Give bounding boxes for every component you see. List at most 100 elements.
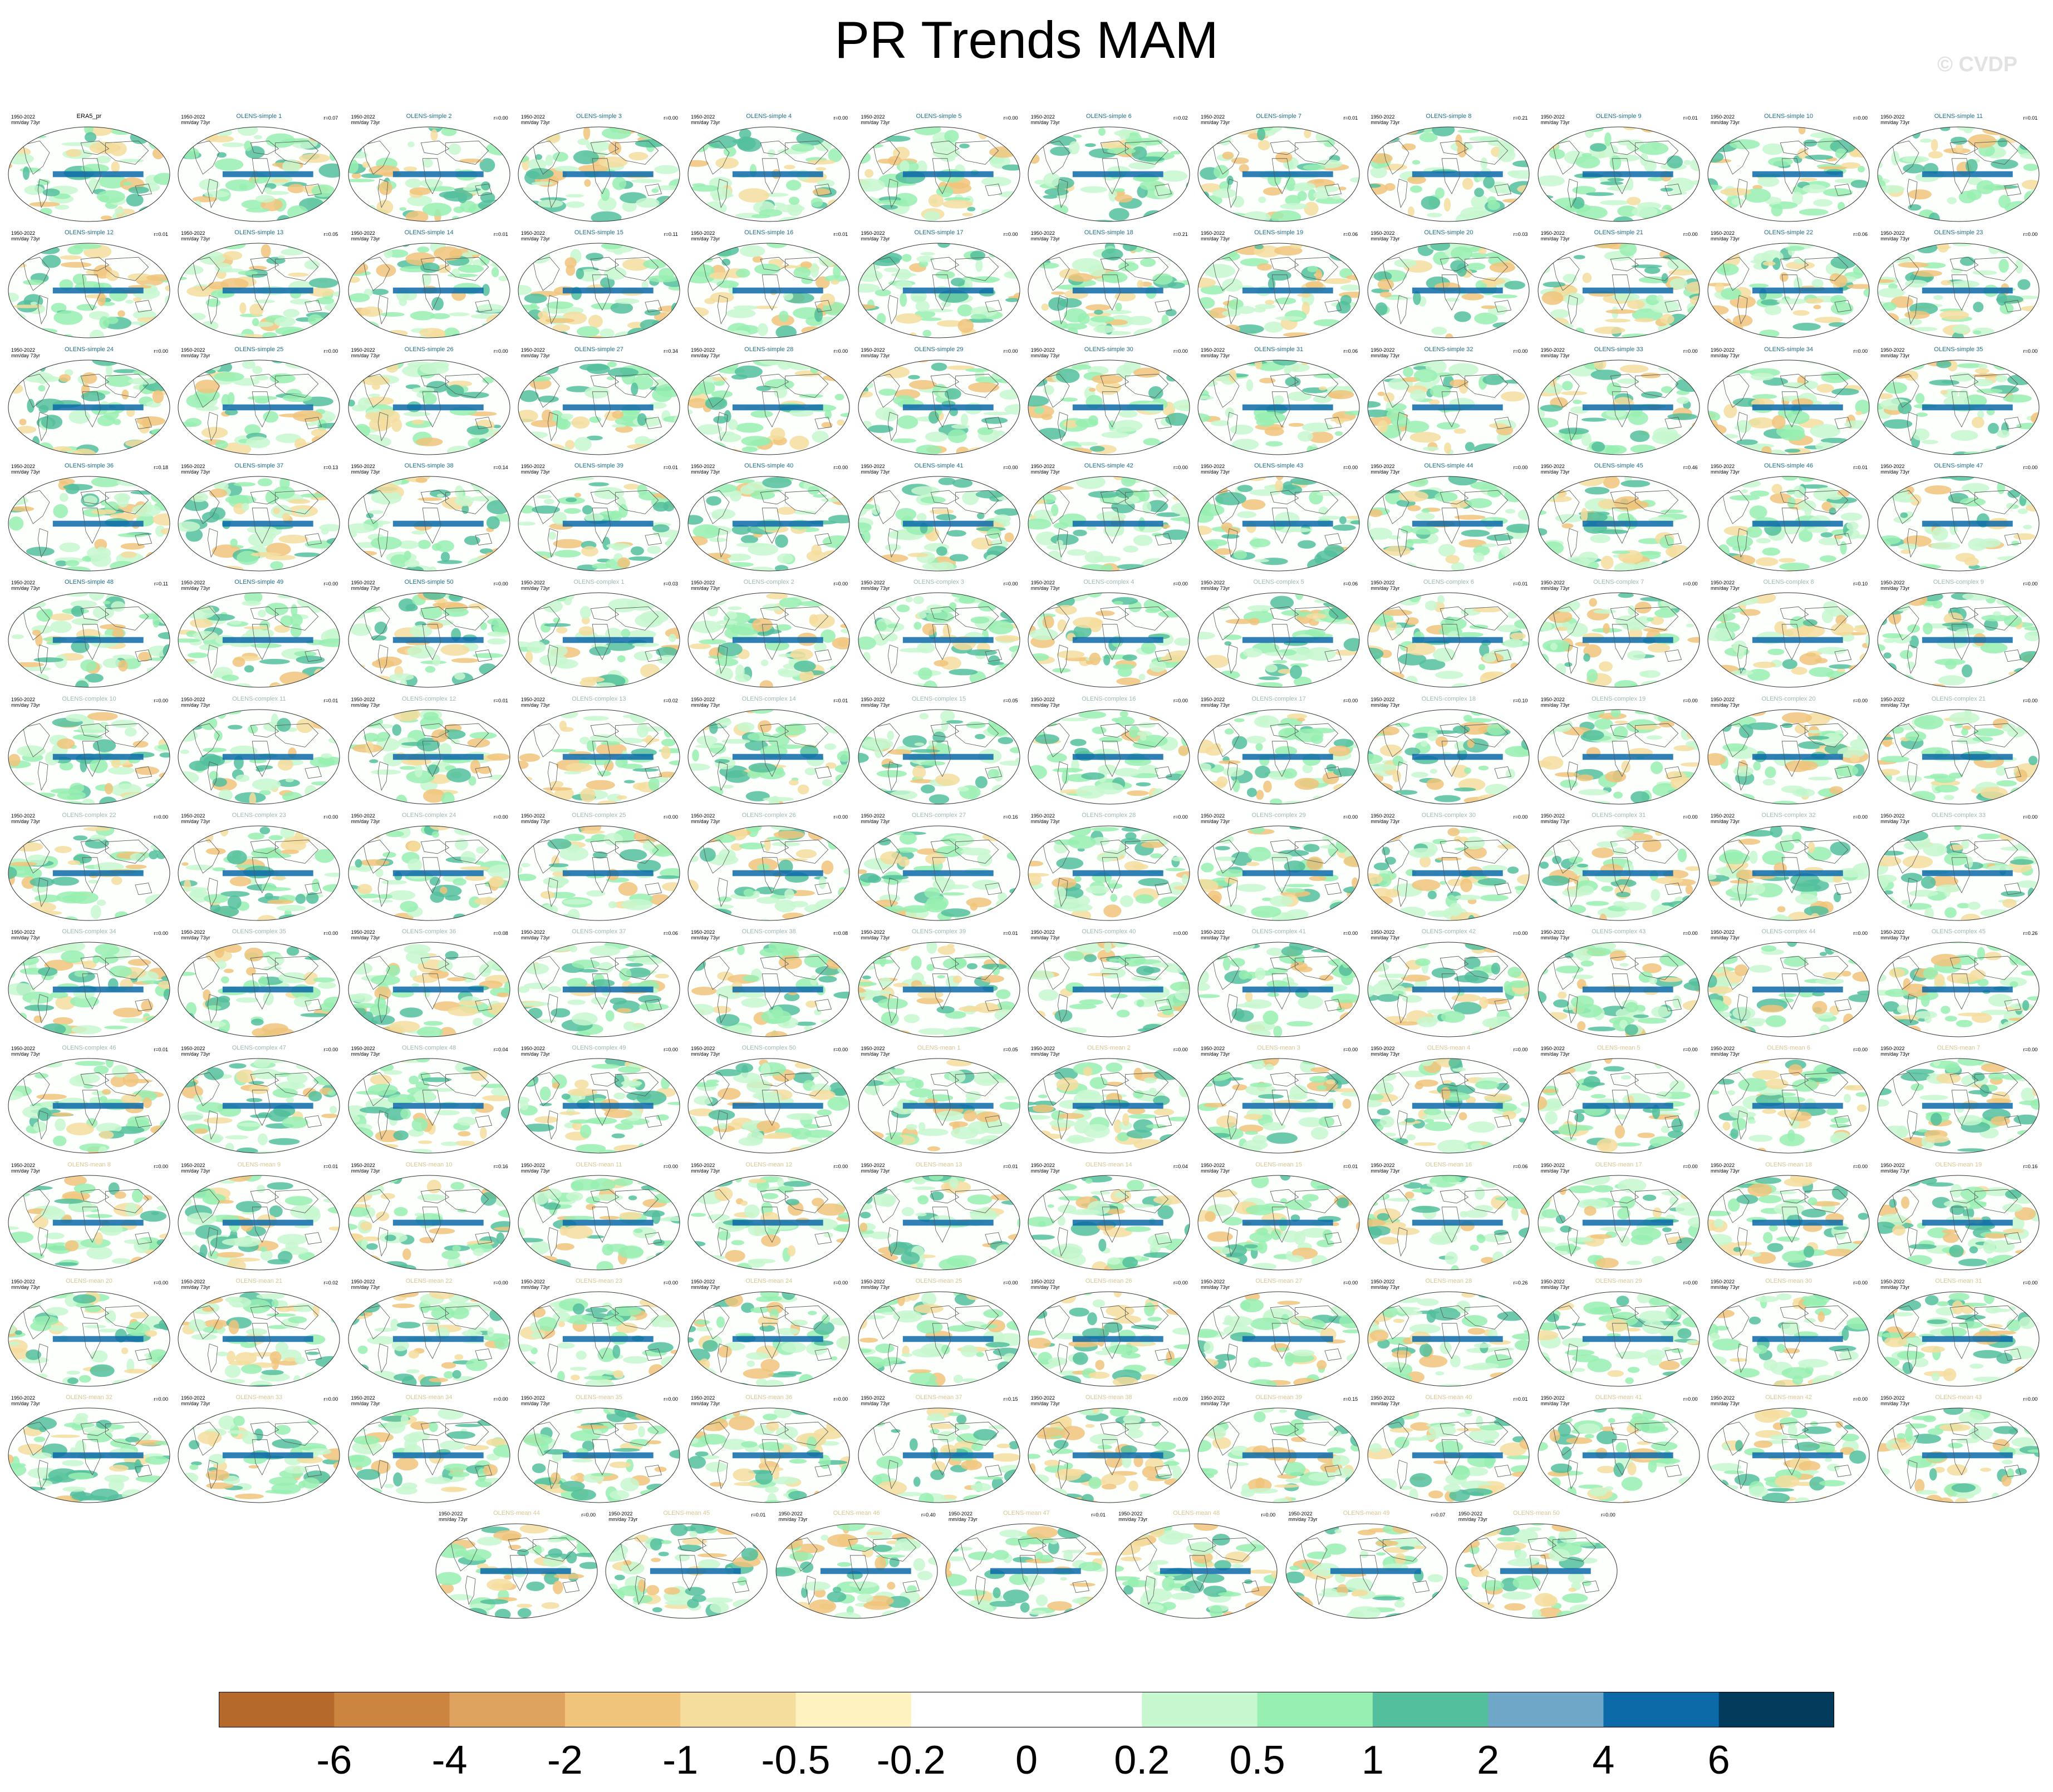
trend-patch <box>612 410 623 419</box>
trend-patch <box>1772 415 1786 429</box>
trend-patch <box>1034 442 1053 451</box>
trend-patch <box>1855 323 1869 338</box>
trend-patch <box>1853 265 1868 276</box>
trend-patch <box>195 450 209 455</box>
trend-patch <box>1380 292 1392 298</box>
trend-patch <box>155 525 165 537</box>
trend-patch <box>1340 284 1360 291</box>
trend-patch <box>565 498 577 503</box>
trend-map <box>178 476 340 572</box>
trend-patch <box>369 417 391 431</box>
trend-patch <box>1142 501 1151 514</box>
trend-patch <box>907 553 929 557</box>
trend-patch <box>1214 548 1232 555</box>
trend-patch <box>1095 611 1115 617</box>
trend-patch <box>1198 127 1210 135</box>
coastline <box>1440 257 1469 272</box>
trend-patch <box>448 143 461 155</box>
trend-patch <box>263 187 272 193</box>
trend-patch <box>665 559 674 565</box>
panel-units: mm/day 73yr <box>1371 469 1400 475</box>
coastline <box>2004 300 2022 313</box>
coastline <box>304 649 322 662</box>
trend-patch <box>1264 322 1284 333</box>
coastline <box>717 411 728 441</box>
coastline <box>1892 140 1919 175</box>
trend-patch <box>936 320 964 327</box>
trend-patch <box>2013 533 2036 540</box>
trend-patch <box>1050 291 1065 296</box>
panel-period: 1950-2022 <box>351 463 375 469</box>
trend-patch <box>863 274 881 278</box>
trend-patch <box>1066 686 1095 688</box>
trend-patch <box>1294 182 1316 191</box>
trend-patch <box>1729 495 1760 501</box>
panel-units: mm/day 73yr <box>1030 585 1060 592</box>
trend-patch <box>1377 420 1388 433</box>
trend-map <box>1707 360 1870 455</box>
trend-patch <box>1654 609 1677 618</box>
trend-patch <box>480 327 508 338</box>
trend-patch <box>1952 243 1973 247</box>
trend-patch <box>398 598 416 612</box>
trend-patch <box>1487 488 1502 498</box>
panel-title: OLENS-simple 45 <box>1594 462 1643 469</box>
trend-patch <box>52 446 72 452</box>
trend-patch <box>1862 614 1869 619</box>
panel-correlation: r=0.00 <box>1173 348 1188 354</box>
trend-patch <box>1931 541 1961 550</box>
trend-patch <box>2022 180 2040 190</box>
trend-patch <box>288 273 309 277</box>
trend-patch <box>1483 360 1511 365</box>
trend-patch <box>1710 132 1731 144</box>
coastline <box>474 533 492 546</box>
trend-patch <box>1314 179 1324 184</box>
trend-patch <box>1273 660 1288 664</box>
trend-patch <box>1033 509 1053 519</box>
trend-patch <box>482 284 490 297</box>
trend-patch <box>1174 436 1190 441</box>
trend-patch <box>307 562 325 571</box>
equatorial-band <box>223 171 313 178</box>
map-outline <box>1707 126 1870 222</box>
coastline <box>1465 373 1509 398</box>
trend-patch <box>504 598 510 609</box>
coastline <box>1324 184 1342 196</box>
trend-patch <box>716 360 724 365</box>
trend-patch <box>458 264 484 273</box>
trend-patch <box>1878 535 1902 545</box>
panel-period: 1950-2022 <box>1880 580 1905 586</box>
coastline <box>1907 179 1918 208</box>
trend-patch <box>981 209 998 217</box>
trend-patch <box>1290 665 1302 680</box>
trend-patch <box>983 411 1011 415</box>
trend-patch <box>1215 491 1246 505</box>
trend-patch <box>669 377 680 382</box>
trend-patch <box>800 261 812 269</box>
trend-patch <box>1241 499 1266 510</box>
trend-patch <box>299 153 331 163</box>
coastline <box>1397 295 1408 325</box>
trend-patch <box>1215 213 1246 216</box>
trend-patch <box>391 417 402 432</box>
trend-patch <box>878 451 900 455</box>
trend-patch <box>1688 311 1700 325</box>
panel-period: 1950-2022 <box>181 347 205 353</box>
trend-patch <box>473 447 482 453</box>
coastline <box>590 373 620 388</box>
trend-patch <box>1005 560 1020 566</box>
trend-patch <box>81 372 97 384</box>
trend-patch <box>1227 247 1238 257</box>
panel-correlation: r=0.01 <box>154 232 168 238</box>
trend-patch <box>2001 476 2021 480</box>
trend-patch <box>440 644 469 656</box>
trend-patch <box>159 331 170 338</box>
trend-patch <box>671 303 679 316</box>
trend-patch <box>1655 564 1673 569</box>
panel-period: 1950-2022 <box>1711 230 1735 237</box>
trend-patch <box>1893 516 1912 523</box>
trend-patch <box>1085 313 1112 317</box>
coastline <box>1155 300 1172 313</box>
coastline <box>1612 274 1630 311</box>
panel-title: OLENS-simple 16 <box>744 229 794 237</box>
